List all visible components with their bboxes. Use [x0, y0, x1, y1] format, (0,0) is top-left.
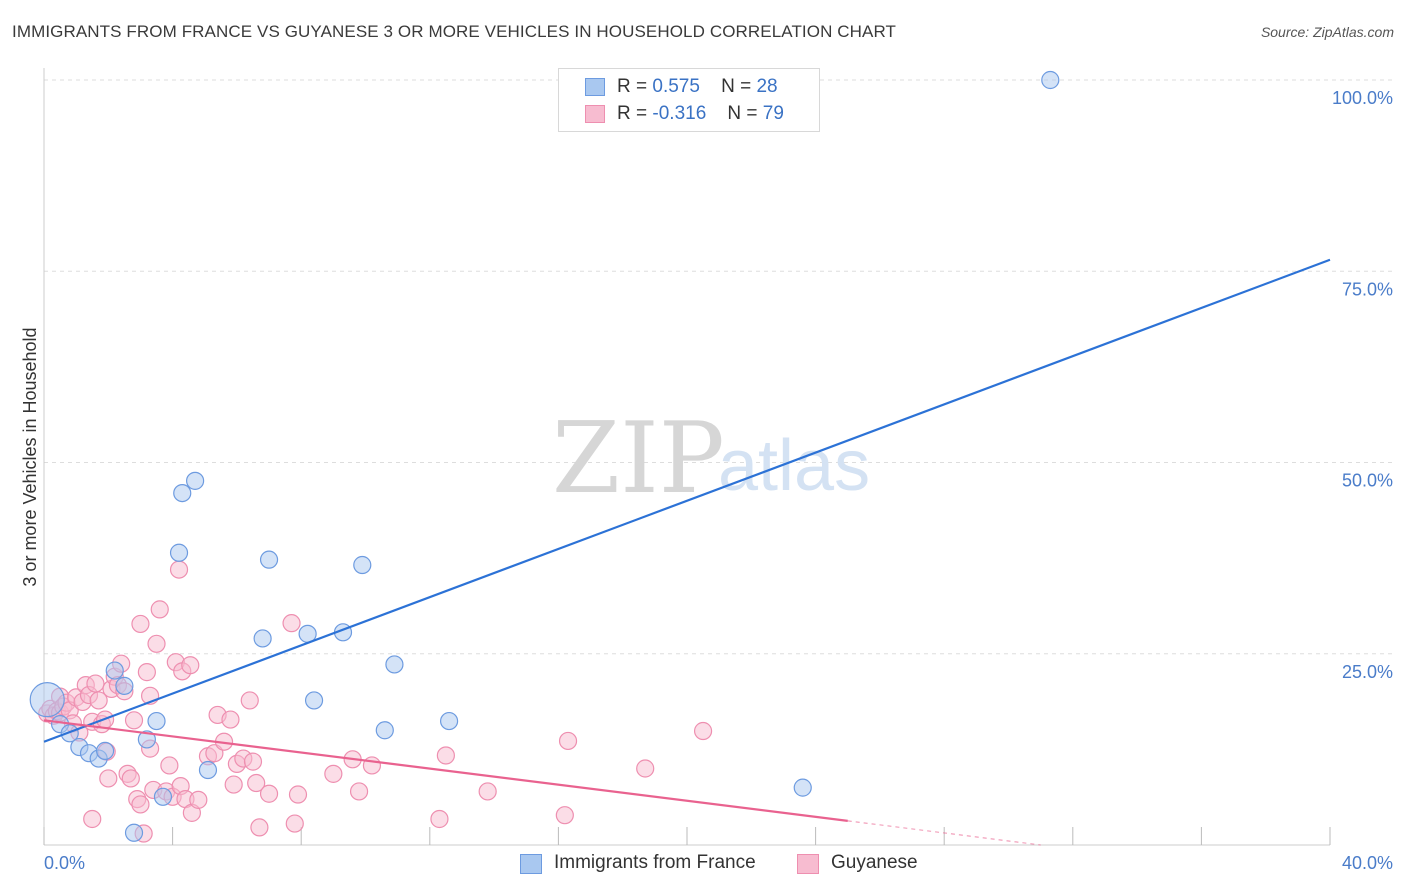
data-point-guyanese: [250, 818, 269, 837]
y-tick-label: 50.0%: [1342, 471, 1393, 491]
legend-swatch-france: [520, 854, 542, 874]
data-point-guyanese: [147, 634, 166, 653]
trend-line-guyanese: [43, 719, 848, 822]
data-point-france: [169, 543, 189, 562]
data-point-france: [29, 682, 65, 718]
data-point-france: [60, 724, 79, 743]
data-point-guyanese: [160, 756, 179, 775]
data-point-france: [105, 661, 124, 680]
x-tick-label: 40.0%: [1342, 853, 1393, 873]
legend-n-label: N =: [727, 103, 758, 124]
legend-r-value-france: 0.575: [652, 76, 700, 97]
data-point-guyanese: [349, 782, 369, 801]
data-point-france: [186, 471, 205, 490]
y-tick-label: 100.0%: [1332, 88, 1393, 108]
data-point-guyanese: [324, 764, 343, 783]
series-legend: Immigrants from France Guyanese: [0, 852, 1406, 878]
data-point-france: [353, 555, 372, 575]
legend-n-value-guyanese: 79: [762, 103, 784, 124]
legend-r-label: R =: [617, 76, 648, 97]
data-point-guyanese: [86, 674, 105, 693]
legend-r-value-guyanese: -0.316: [652, 103, 707, 124]
data-point-guyanese: [430, 809, 449, 829]
y-tick-label: 25.0%: [1342, 662, 1393, 682]
data-point-guyanese: [221, 710, 240, 729]
data-point-guyanese: [131, 614, 150, 634]
data-point-guyanese: [150, 600, 169, 619]
data-point-france: [304, 691, 324, 710]
data-point-france: [173, 484, 192, 503]
data-point-france: [198, 760, 218, 780]
legend-swatch-guyanese: [585, 105, 605, 123]
data-point-guyanese: [121, 769, 140, 788]
data-point-france: [259, 550, 279, 569]
y-axis-label: 3 or more Vehicles in Household: [20, 327, 40, 586]
data-point-guyanese: [131, 795, 150, 814]
data-point-guyanese: [243, 752, 263, 771]
data-point-guyanese: [240, 691, 259, 710]
trend-lines: [43, 258, 1331, 846]
legend-swatch-guyanese: [797, 854, 819, 874]
watermark: ZIP atlas: [552, 402, 870, 516]
data-point-guyanese: [282, 614, 301, 633]
legend-swatch-france: [585, 78, 605, 96]
data-point-guyanese: [137, 663, 156, 682]
legend-text-guyanese: R = -0.316 N = 79: [617, 103, 784, 125]
data-point-guyanese: [285, 814, 304, 833]
data-point-guyanese: [89, 691, 108, 710]
data-point-france: [147, 711, 166, 731]
legend-n-value-france: 28: [756, 76, 778, 97]
data-point-france: [385, 655, 404, 674]
data-point-guyanese: [224, 775, 243, 794]
data-point-guyanese: [169, 560, 189, 579]
trend-line-france: [43, 258, 1331, 743]
data-point-guyanese: [288, 785, 308, 804]
data-point-france: [115, 676, 134, 695]
correlation-legend: R = 0.575 N = 28 R = -0.316 N = 79: [558, 68, 820, 132]
watermark-zip: ZIP: [552, 402, 725, 516]
data-point-guyanese: [636, 759, 655, 778]
data-point-france: [253, 629, 272, 648]
data-point-guyanese: [558, 731, 578, 751]
legend-r-label: R =: [617, 103, 648, 124]
data-point-guyanese: [189, 790, 208, 809]
y-tick-label: 75.0%: [1342, 279, 1393, 299]
data-point-france: [124, 823, 144, 842]
data-point-france: [1041, 70, 1060, 90]
data-point-guyanese: [436, 746, 455, 765]
data-point-guyanese: [478, 782, 497, 801]
data-point-france: [439, 711, 459, 731]
series-guyanese: [38, 560, 713, 843]
data-point-guyanese: [181, 656, 200, 675]
watermark-atlas: atlas: [718, 426, 870, 506]
data-point-guyanese: [124, 711, 144, 730]
grid-lines: [44, 79, 1392, 655]
x-tick-label: 0.0%: [44, 853, 85, 873]
data-point-france: [137, 730, 156, 749]
tick-labels: 25.0% 50.0% 75.0% 100.0% 0.0% 40.0%: [44, 88, 1393, 873]
legend-label-guyanese: Guyanese: [831, 852, 918, 873]
data-point-france: [375, 721, 394, 740]
data-point-france: [95, 741, 115, 761]
data-point-guyanese: [99, 769, 118, 788]
legend-n-label: N =: [721, 76, 752, 97]
data-point-guyanese: [259, 784, 279, 803]
data-point-guyanese: [555, 806, 574, 825]
trend-line-guyanese-extrapolated: [847, 820, 1041, 846]
chart-title: IMMIGRANTS FROM FRANCE VS GUYANESE 3 OR …: [12, 22, 897, 41]
data-point-france: [153, 787, 173, 806]
data-point-france: [793, 778, 812, 797]
series-france: [29, 70, 1060, 842]
legend-label-france: Immigrants from France: [554, 852, 756, 873]
data-point-guyanese: [247, 773, 266, 793]
source-credit: Source: ZipAtlas.com: [1260, 24, 1394, 40]
legend-text-france: R = 0.575 N = 28: [617, 76, 778, 98]
data-point-guyanese: [83, 809, 102, 829]
data-point-guyanese: [693, 721, 713, 741]
